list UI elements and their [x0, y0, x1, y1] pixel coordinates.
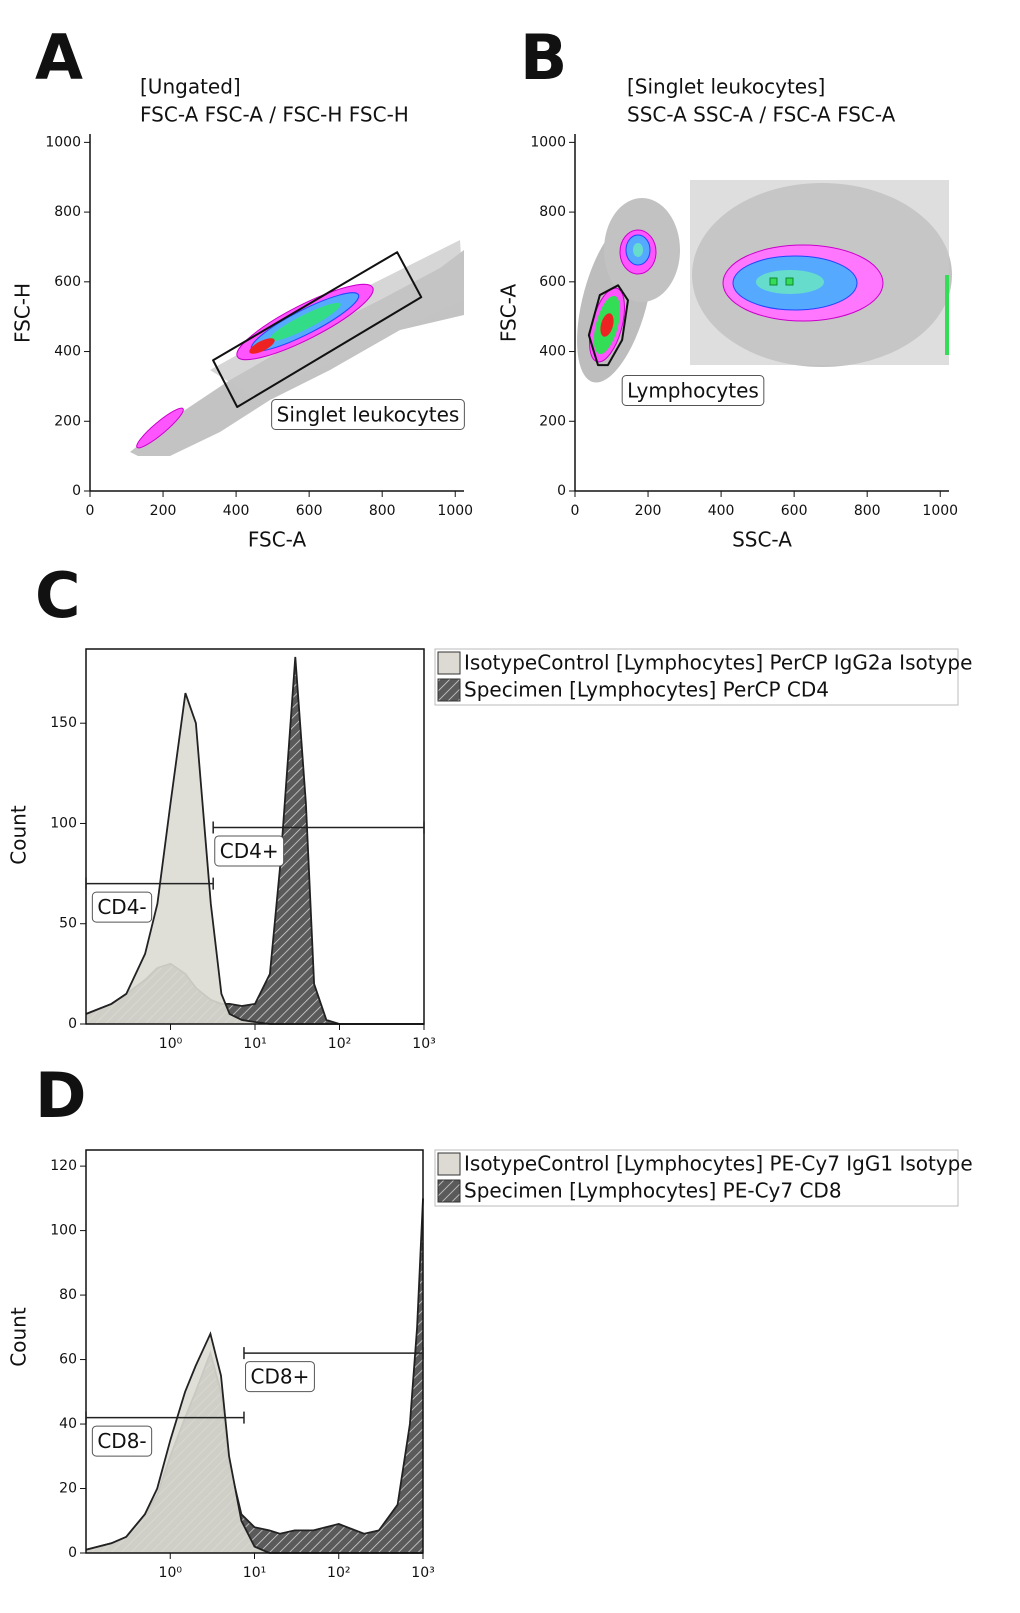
gate-label: Lymphocytes [627, 379, 759, 403]
x-tick-label: 1000 [922, 503, 958, 519]
y-tick-label: 1000 [530, 134, 566, 150]
gate-label-box [214, 835, 285, 867]
chart-title: [Singlet leukocytes] [627, 75, 825, 99]
legend-label: Specimen [Lymphocytes] PE-Cy7 CD8 [464, 1179, 842, 1203]
legend-label: IsotypeControl [Lymphocytes] PerCP IgG2a… [464, 651, 972, 675]
gate-label-box [91, 891, 153, 923]
x-tick-label: 10¹ [243, 1565, 266, 1581]
gate-label-box [91, 1425, 153, 1457]
x-tick-label: 10³ [412, 1036, 435, 1052]
legend-swatch [437, 678, 461, 702]
area-fill [86, 693, 424, 1024]
y-tick-label: 100 [50, 815, 77, 831]
panel-letter: A [35, 21, 83, 94]
y-tick-label: 120 [50, 1158, 77, 1174]
gate-label: Singlet leukocytes [277, 403, 460, 427]
x-tick-label: 400 [223, 503, 250, 519]
legend-box [434, 1149, 959, 1207]
y-tick-label: 80 [59, 1287, 77, 1303]
y-tick-label: 0 [68, 1016, 77, 1032]
y-tick-label: 150 [50, 715, 77, 731]
y-tick-label: 200 [539, 413, 566, 429]
gate-label: CD8+ [251, 1365, 310, 1389]
panel-letter: D [35, 1059, 86, 1132]
gate-label-box [271, 399, 465, 430]
legend-box [434, 648, 959, 706]
y-tick-label: 0 [68, 1545, 77, 1561]
y-tick-label: 1000 [45, 134, 81, 150]
chart-title: FSC-A FSC-A / FSC-H FSC-H [140, 103, 409, 127]
x-tick-label: 1000 [437, 503, 473, 519]
y-tick-label: 800 [54, 204, 81, 220]
y-tick-label: 20 [59, 1481, 77, 1497]
y-axis-label: FSC-A [497, 284, 521, 343]
x-tick-label: 800 [854, 503, 881, 519]
x-tick-label: 600 [296, 503, 323, 519]
x-tick-label: 10² [327, 1565, 350, 1581]
x-tick-label: 10² [328, 1036, 351, 1052]
density-cloud-a [130, 240, 464, 456]
legend-swatch [437, 651, 461, 675]
y-axis-label: Count [7, 805, 31, 865]
y-axis-label: FSC-H [11, 283, 35, 343]
x-axis-label: SSC-A [732, 528, 792, 552]
y-tick-label: 100 [50, 1223, 77, 1239]
x-tick-label: 10⁰ [159, 1565, 183, 1581]
x-tick-label: 600 [781, 503, 808, 519]
x-tick-label: 200 [150, 503, 177, 519]
gate-label-box [621, 375, 765, 406]
x-tick-label: 10¹ [243, 1036, 266, 1052]
gate [212, 251, 423, 408]
gate-label: CD4- [97, 895, 146, 919]
y-tick-label: 600 [54, 274, 81, 290]
gate-label: CD4+ [220, 839, 279, 863]
chart-title: [Ungated] [140, 75, 241, 99]
x-tick-label: 200 [635, 503, 662, 519]
x-tick-label: 800 [369, 503, 396, 519]
y-tick-label: 50 [59, 916, 77, 932]
y-tick-label: 40 [59, 1416, 77, 1432]
legend-swatch [437, 1179, 461, 1203]
area-fill [86, 1333, 423, 1553]
y-tick-label: 400 [54, 344, 81, 360]
chart-title: SSC-A SSC-A / FSC-A FSC-A [627, 103, 896, 127]
gate [587, 284, 629, 367]
x-tick-label: 10³ [411, 1565, 434, 1581]
legend-label: IsotypeControl [Lymphocytes] PE-Cy7 IgG1… [464, 1152, 973, 1176]
x-axis-label: FSC-A [248, 528, 307, 552]
gate-label: CD8- [97, 1429, 146, 1453]
y-axis-label: Count [7, 1307, 31, 1367]
y-tick-label: 400 [539, 344, 566, 360]
y-tick-label: 800 [539, 204, 566, 220]
x-tick-label: 0 [86, 503, 95, 519]
y-tick-label: 0 [557, 483, 566, 499]
legend-label: Specimen [Lymphocytes] PerCP CD4 [464, 678, 829, 702]
x-tick-label: 0 [571, 503, 580, 519]
gate-label-box [245, 1361, 315, 1393]
density-cloud-b [577, 180, 952, 383]
y-tick-label: 600 [539, 274, 566, 290]
y-tick-label: 60 [59, 1352, 77, 1368]
x-tick-label: 10⁰ [159, 1036, 183, 1052]
panel-letter: B [520, 21, 567, 94]
x-tick-label: 400 [708, 503, 735, 519]
panel-letter: C [35, 559, 81, 632]
legend-swatch [437, 1152, 461, 1176]
plot-frame [85, 1149, 424, 1554]
y-tick-label: 0 [72, 483, 81, 499]
y-tick-label: 200 [54, 413, 81, 429]
